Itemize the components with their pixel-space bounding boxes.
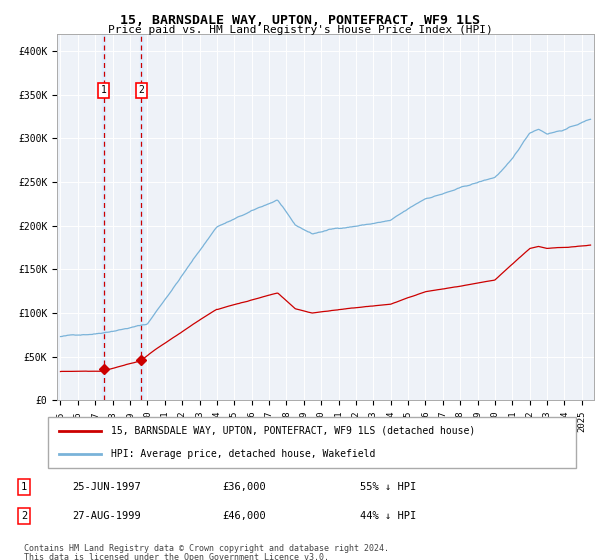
Text: Price paid vs. HM Land Registry's House Price Index (HPI): Price paid vs. HM Land Registry's House … [107,25,493,35]
Text: Contains HM Land Registry data © Crown copyright and database right 2024.: Contains HM Land Registry data © Crown c… [24,544,389,553]
Bar [140,34,143,400]
Text: 2: 2 [139,85,144,95]
Text: This data is licensed under the Open Government Licence v3.0.: This data is licensed under the Open Gov… [24,553,329,560]
Text: 55% ↓ HPI: 55% ↓ HPI [360,482,416,492]
Text: £46,000: £46,000 [222,511,266,521]
Text: £36,000: £36,000 [222,482,266,492]
Bar [102,34,105,400]
Text: 1: 1 [21,482,27,492]
Text: 15, BARNSDALE WAY, UPTON, PONTEFRACT, WF9 1LS: 15, BARNSDALE WAY, UPTON, PONTEFRACT, WF… [120,14,480,27]
Text: HPI: Average price, detached house, Wakefield: HPI: Average price, detached house, Wake… [112,449,376,459]
Text: 27-AUG-1999: 27-AUG-1999 [72,511,141,521]
Text: 25-JUN-1997: 25-JUN-1997 [72,482,141,492]
Text: 44% ↓ HPI: 44% ↓ HPI [360,511,416,521]
Text: 1: 1 [101,85,107,95]
FancyBboxPatch shape [48,417,576,468]
Text: 15, BARNSDALE WAY, UPTON, PONTEFRACT, WF9 1LS (detached house): 15, BARNSDALE WAY, UPTON, PONTEFRACT, WF… [112,426,476,436]
Text: 2: 2 [21,511,27,521]
